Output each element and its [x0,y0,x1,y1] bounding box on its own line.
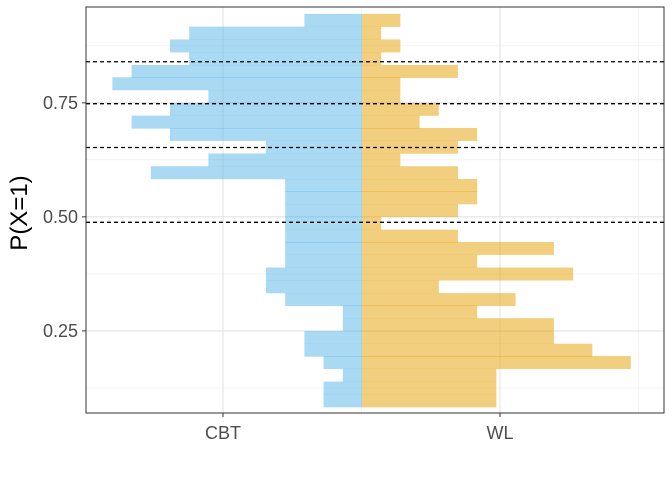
bar-cbt [131,115,362,129]
bar-wl [362,305,478,319]
bar-wl [362,356,631,370]
bar-wl [362,166,458,180]
bar-wl [362,102,439,116]
bar-cbt [323,394,362,408]
bar-wl [362,13,401,27]
bar-cbt [285,254,362,268]
plot-border [85,6,665,414]
bar-wl [362,330,554,344]
bar-wl [362,204,458,218]
bar-cbt [323,356,362,370]
bar-cbt [266,280,362,294]
bar-cbt [170,39,362,53]
bar-cbt [112,77,363,91]
bar-wl [362,77,401,91]
bar-cbt [323,381,362,395]
bar-cbt [189,52,362,66]
bar-cbt [285,179,362,193]
bar-cbt [285,241,362,255]
bar-wl [362,26,382,40]
bar-wl [362,64,458,78]
bar-cbt [342,318,362,332]
bar-wl [362,127,478,141]
bar-wl [362,90,401,104]
bar-cbt [208,90,362,104]
x-tick-label: WL [487,423,514,443]
bar-wl [362,318,554,332]
bar-wl [362,115,420,129]
bar-cbt [208,153,362,167]
reference-lines [86,61,664,223]
bar-cbt [285,204,362,218]
bar-cbt [285,229,362,243]
bar-wl [362,216,382,230]
x-tick-label: CBT [205,423,241,443]
bar-wl [362,229,458,243]
bar-cbt [131,64,362,78]
bar-wl [362,394,497,408]
bar-wl [362,241,554,255]
bar-wl [362,381,497,395]
axes: 0.25 0.50 0.75 CBT WL [43,93,514,443]
y-axis-title: P(X=1) [6,175,33,250]
bar-cbt [304,13,362,27]
bar-wl [362,179,478,193]
bar-cbt [150,166,362,180]
bar-cbt [170,102,362,116]
y-tick-label: 0.25 [43,321,78,341]
bar-cbt [304,343,362,357]
bar-cbt [189,26,362,40]
bar-group [112,13,631,408]
bar-cbt [285,216,362,230]
bar-cbt [342,305,362,319]
bar-cbt [285,293,362,307]
bar-wl [362,39,401,53]
bar-wl [362,293,516,307]
bar-cbt [304,330,362,344]
bar-wl [362,191,478,205]
bar-wl [362,254,478,268]
bar-wl [362,368,497,382]
bar-wl [362,343,593,357]
bar-cbt [285,191,362,205]
bar-wl [362,153,401,167]
bar-wl [362,52,382,66]
bar-wl [362,280,439,294]
bar-cbt [170,127,362,141]
bar-cbt [266,267,362,281]
bar-cbt [342,368,362,382]
bar-wl [362,267,574,281]
y-tick-label: 0.50 [43,207,78,227]
y-tick-label: 0.75 [43,93,78,113]
